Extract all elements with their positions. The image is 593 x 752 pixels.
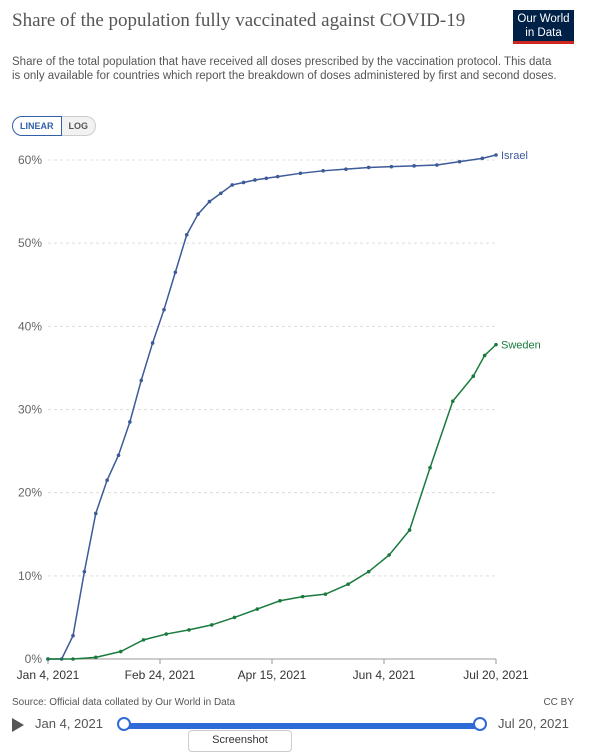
x-tick-label: Jan 4, 2021 <box>17 668 80 682</box>
data-point-israel <box>264 176 269 181</box>
data-point-sweden <box>71 657 75 661</box>
grid-layer <box>48 159 496 577</box>
line-chart: 0% 10% 20% 30% 40% 50% 60% Jan 4, 2021 Feb 24, 2… <box>17 150 541 682</box>
data-point-israel <box>173 270 178 275</box>
data-point-israel <box>150 341 155 345</box>
timeline-start-handle[interactable] <box>117 717 131 731</box>
linear-scale-button[interactable]: LINEAR <box>12 116 62 136</box>
data-point-sweden <box>93 655 98 660</box>
play-icon[interactable] <box>12 718 24 732</box>
data-point-sweden <box>482 353 487 358</box>
data-point-israel <box>128 420 132 424</box>
owid-logo[interactable]: Our World in Data <box>513 10 574 44</box>
series-label-sweden: Sweden <box>501 340 541 352</box>
data-point-sweden <box>346 582 350 586</box>
data-point-israel <box>321 169 325 173</box>
series-layer <box>46 153 498 661</box>
data-point-sweden <box>187 628 191 632</box>
data-point-sweden <box>323 592 328 596</box>
y-tick-label: 0% <box>25 652 43 666</box>
y-tick-label: 10% <box>18 569 42 583</box>
data-point-israel <box>93 511 98 516</box>
data-point-israel <box>412 164 416 168</box>
x-tick-label: Feb 24, 2021 <box>125 668 196 682</box>
data-point-sweden <box>164 632 169 636</box>
data-point-sweden <box>209 623 214 627</box>
label-layer: Israel Sweden <box>501 150 541 352</box>
data-point-israel <box>82 569 87 574</box>
data-point-israel <box>457 159 462 164</box>
data-point-israel <box>480 156 485 161</box>
data-point-israel <box>344 167 348 171</box>
series-label-israel: Israel <box>501 150 528 162</box>
data-point-israel <box>207 199 212 204</box>
data-point-israel <box>71 633 75 638</box>
x-tick-label: Apr 15, 2021 <box>238 668 307 682</box>
data-point-israel <box>105 478 109 482</box>
timeline: Jan 4, 2021 Jul 20, 2021 <box>12 714 582 738</box>
data-point-israel <box>241 180 246 185</box>
chart-title: Share of the population fully vaccinated… <box>12 10 466 31</box>
timeline-end-label: Jul 20, 2021 <box>498 716 569 731</box>
data-point-israel <box>298 171 303 176</box>
source-note: Source: Official data collated by Our Wo… <box>12 697 236 708</box>
data-point-israel <box>494 153 498 157</box>
data-point-israel <box>116 453 121 458</box>
data-point-israel <box>219 191 223 196</box>
data-point-sweden <box>255 607 260 611</box>
data-point-israel <box>435 163 439 167</box>
data-point-israel <box>196 212 200 216</box>
license-link[interactable]: CC BY <box>543 697 574 708</box>
y-tick-label: 30% <box>18 403 42 417</box>
data-point-sweden <box>450 399 455 403</box>
data-point-sweden <box>278 598 282 603</box>
series-line-israel <box>48 154 497 660</box>
y-tick-label: 60% <box>18 153 42 167</box>
data-point-israel <box>366 165 371 170</box>
data-point-sweden <box>46 657 50 661</box>
data-point-israel <box>162 307 166 312</box>
x-tick-label: Jul 20, 2021 <box>463 668 529 682</box>
timeline-start-label: Jan 4, 2021 <box>35 716 103 731</box>
logo-line1: Our World <box>517 13 570 25</box>
x-tick-label: Jun 4, 2021 <box>353 668 416 682</box>
logo-line2: in Data <box>525 27 562 39</box>
data-point-sweden <box>407 528 412 532</box>
timeline-end-handle[interactable] <box>473 717 487 731</box>
data-point-israel <box>389 164 394 169</box>
y-tick-label: 20% <box>18 486 42 500</box>
data-point-sweden <box>366 569 371 574</box>
log-scale-button[interactable]: LOG <box>61 116 96 136</box>
y-tick-label: 50% <box>18 236 42 250</box>
scale-toggle: LINEAR LOG <box>12 116 96 136</box>
data-point-sweden <box>471 374 476 379</box>
y-tick-label: 40% <box>18 319 42 333</box>
data-point-israel <box>275 174 280 179</box>
data-point-sweden <box>118 649 123 654</box>
series-line-sweden <box>48 344 497 660</box>
data-point-israel <box>230 183 235 187</box>
data-point-sweden <box>232 615 237 620</box>
screenshot-button[interactable]: Screenshot <box>188 730 292 752</box>
data-point-sweden <box>387 553 391 557</box>
data-point-sweden <box>494 342 498 347</box>
data-point-sweden <box>300 594 305 599</box>
data-point-israel <box>139 378 144 383</box>
timeline-track[interactable] <box>124 723 480 729</box>
data-point-israel <box>184 233 189 237</box>
data-point-sweden <box>428 465 432 470</box>
axis-layer: 0% 10% 20% 30% 40% 50% 60% Jan 4, 2021 Feb 24, 2… <box>17 153 529 682</box>
data-point-israel <box>253 178 257 182</box>
data-point-sweden <box>141 638 146 642</box>
chart-subtitle: Share of the total population that have … <box>12 56 557 82</box>
